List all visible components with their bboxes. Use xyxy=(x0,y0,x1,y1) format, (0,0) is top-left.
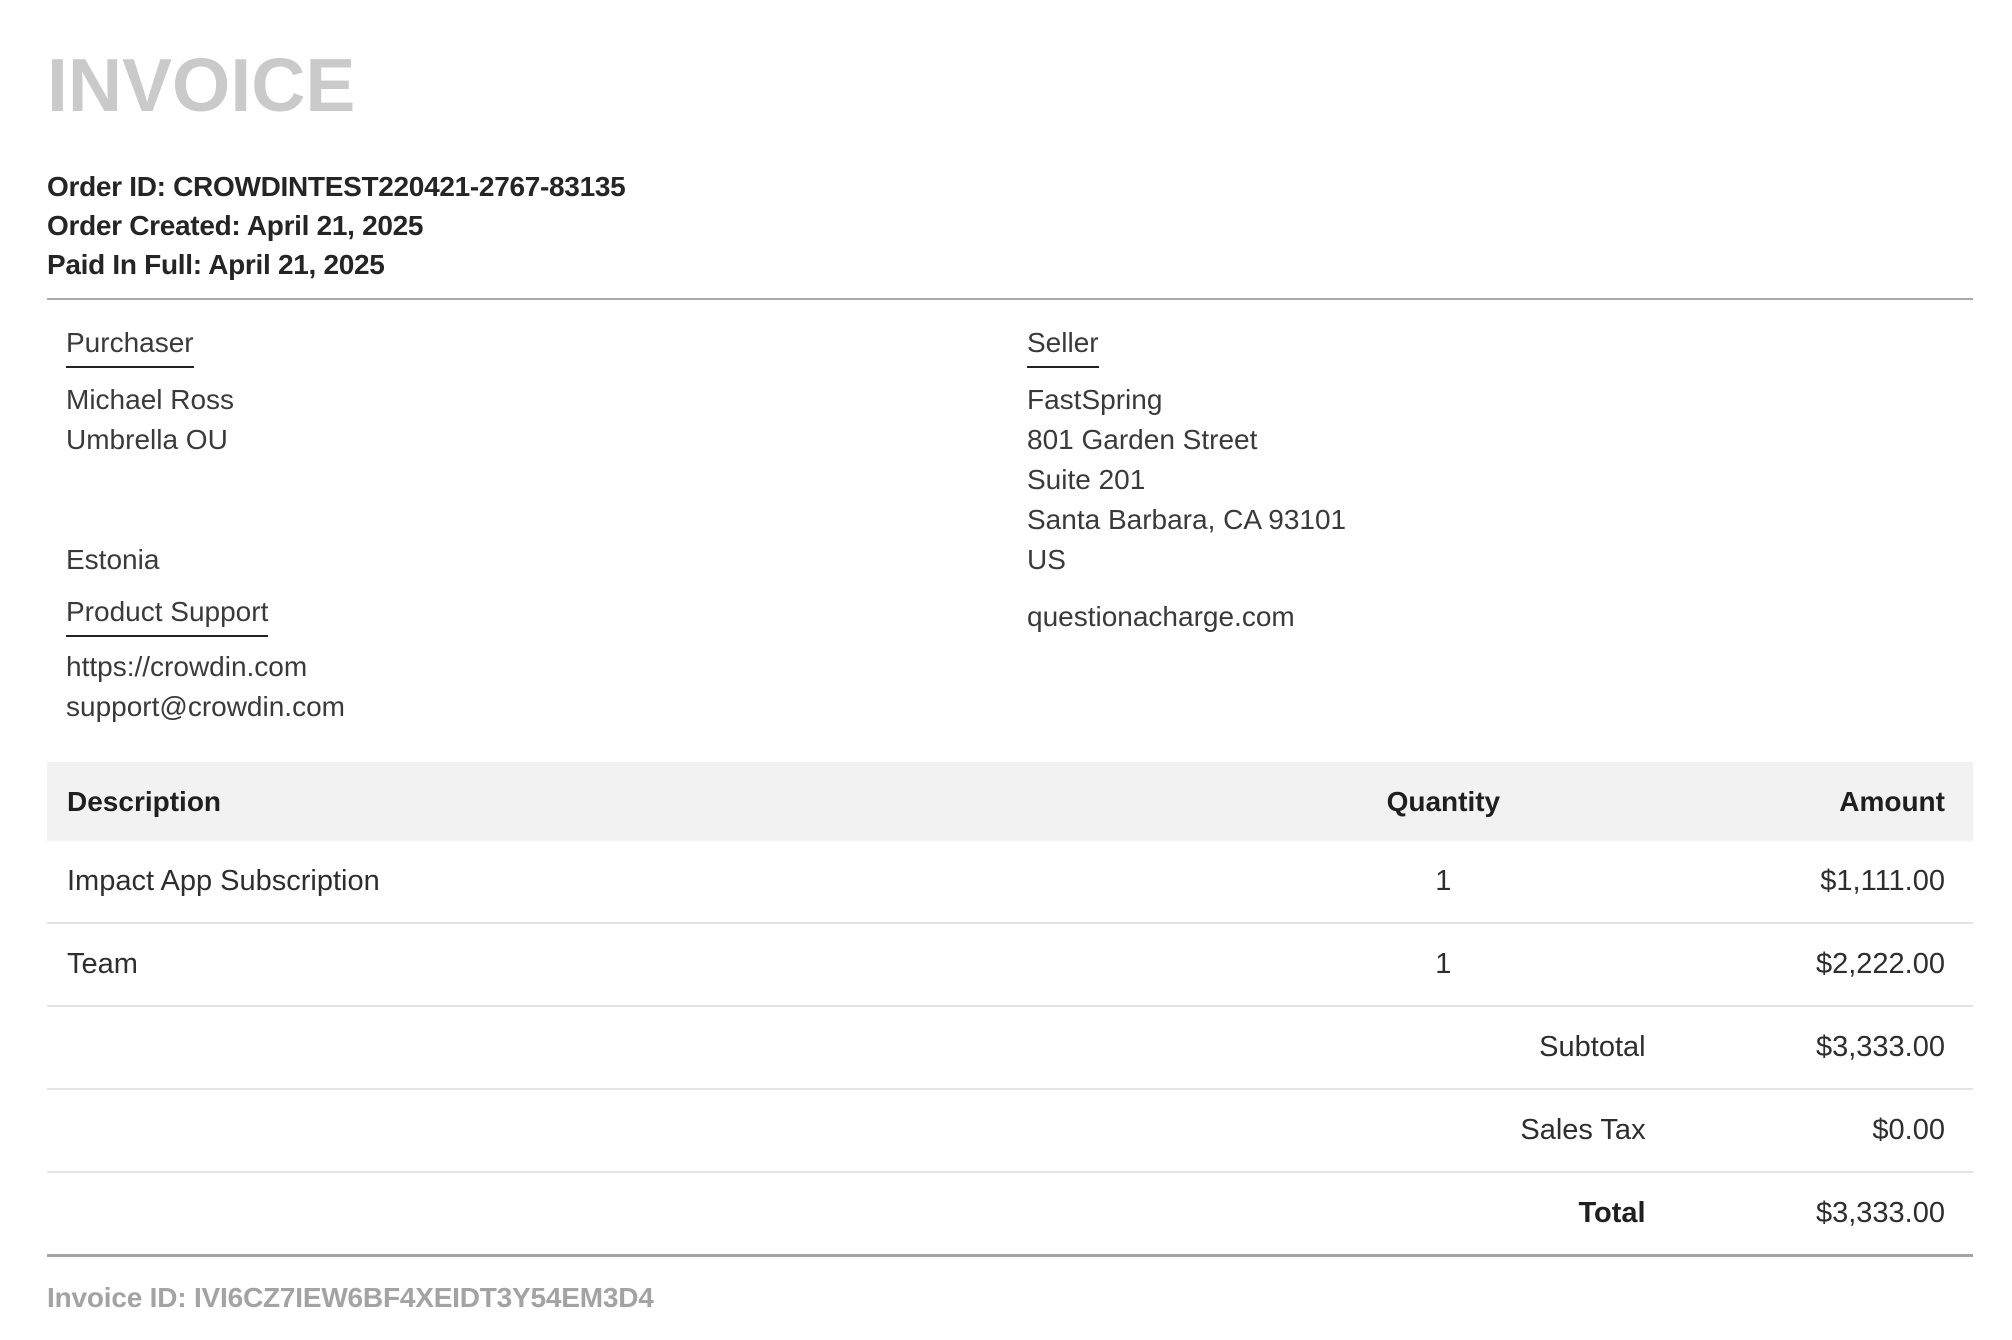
item-description: Team xyxy=(47,923,1242,1007)
purchaser-company: Umbrella OU xyxy=(66,424,228,455)
purchaser-address-line-empty xyxy=(66,460,1027,500)
support-email: support@crowdin.com xyxy=(66,691,345,722)
table-header-row: Description Quantity Amount xyxy=(47,762,1973,841)
amount-column-header: Amount xyxy=(1645,762,1973,841)
seller-name: FastSpring xyxy=(1027,384,1163,415)
order-meta: Order ID: CROWDINTEST220421-2767-83135 O… xyxy=(47,167,1973,284)
table-row-sales-tax: Sales Tax $0.00 xyxy=(47,1089,1973,1173)
item-amount: $1,111.00 xyxy=(1645,841,1973,924)
sales-tax-amount: $0.00 xyxy=(1645,1089,1973,1173)
item-quantity: 1 xyxy=(1241,841,1646,924)
seller-website-block: questionacharge.com xyxy=(1027,597,1973,637)
seller-address-block: FastSpring 801 Garden Street Suite 201 S… xyxy=(1027,380,1973,580)
product-support-section: Product Support https://crowdin.com supp… xyxy=(66,597,1027,727)
product-support-lines: https://crowdin.com support@crowdin.com xyxy=(66,647,1027,727)
quantity-column-header: Quantity xyxy=(1241,762,1646,841)
line-items-table: Description Quantity Amount Impact App S… xyxy=(47,762,1973,1257)
sales-tax-label: Sales Tax xyxy=(47,1089,1646,1173)
support-url: https://crowdin.com xyxy=(66,651,308,682)
order-created-line: Order Created: April 21, 2025 xyxy=(47,210,424,241)
seller-website: questionacharge.com xyxy=(1027,601,1295,632)
purchaser-country: Estonia xyxy=(66,544,160,575)
invoice-id-line: Invoice ID: IVI6CZ7IEW6BF4XEIDT3Y54EM3D4 xyxy=(47,1282,654,1313)
seller-country: US xyxy=(1027,544,1066,575)
table-row-item: Impact App Subscription 1 $1,111.00 xyxy=(47,841,1973,924)
table-row-item: Team 1 $2,222.00 xyxy=(47,923,1973,1007)
header-divider xyxy=(47,298,1973,300)
description-column-header: Description xyxy=(47,762,1242,841)
seller-address-city: Santa Barbara, CA 93101 xyxy=(1027,504,1347,535)
seller-heading: Seller xyxy=(1027,328,1099,368)
invoice-title: INVOICE xyxy=(47,43,356,127)
product-support-heading: Product Support xyxy=(66,597,269,637)
purchaser-address-block: Michael Ross Umbrella OU Estonia xyxy=(66,380,1027,580)
total-label: Total xyxy=(47,1172,1646,1257)
seller-address-street: 801 Garden Street xyxy=(1027,424,1258,455)
parties-section: Purchaser Michael Ross Umbrella OU Eston… xyxy=(47,328,1973,727)
seller-section: Seller FastSpring 801 Garden Street Suit… xyxy=(1027,328,1973,727)
purchaser-address-line-empty xyxy=(66,500,1027,540)
table-row-total: Total $3,333.00 xyxy=(47,1172,1973,1257)
purchaser-heading: Purchaser xyxy=(66,328,194,368)
item-amount: $2,222.00 xyxy=(1645,923,1973,1007)
item-description: Impact App Subscription xyxy=(47,841,1242,924)
subtotal-label: Subtotal xyxy=(47,1006,1646,1090)
total-amount: $3,333.00 xyxy=(1645,1172,1973,1257)
subtotal-amount: $3,333.00 xyxy=(1645,1006,1973,1090)
table-row-subtotal: Subtotal $3,333.00 xyxy=(47,1006,1973,1090)
purchaser-section: Purchaser Michael Ross Umbrella OU Eston… xyxy=(47,328,1027,727)
paid-in-full-line: Paid In Full: April 21, 2025 xyxy=(47,249,385,280)
order-id-line: Order ID: CROWDINTEST220421-2767-83135 xyxy=(47,171,626,202)
purchaser-name: Michael Ross xyxy=(66,384,235,415)
item-quantity: 1 xyxy=(1241,923,1646,1007)
seller-address-suite: Suite 201 xyxy=(1027,464,1146,495)
